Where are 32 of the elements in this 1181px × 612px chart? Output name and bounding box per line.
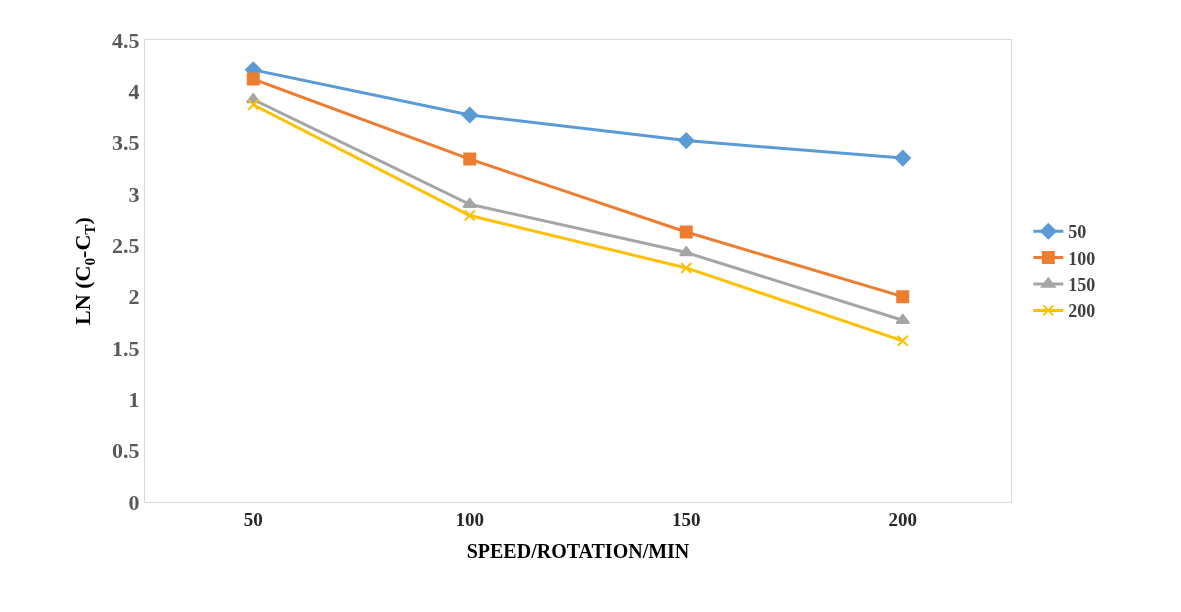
y-tick-label: 0 — [128, 489, 140, 515]
point — [680, 261, 693, 274]
x-axis-title: SPEED/ROTATION/MIN — [466, 540, 690, 563]
point — [247, 98, 260, 111]
y-tick-label: 4 — [128, 79, 140, 105]
legend-label: 100 — [1068, 248, 1096, 269]
y-tick-label: 1 — [128, 387, 140, 413]
point — [462, 197, 478, 209]
point — [678, 132, 695, 149]
y-tick-label: 3.5 — [112, 130, 140, 156]
point — [679, 225, 693, 239]
y-tick-label: 1.5 — [112, 335, 140, 361]
point — [896, 334, 909, 347]
y-tick-label: 2.5 — [112, 233, 140, 259]
x-tick-label: 150 — [672, 508, 701, 530]
legend-label: 50 — [1068, 222, 1087, 243]
y-tick-label: 4.5 — [112, 27, 140, 53]
legend-label: 150 — [1068, 275, 1096, 296]
point — [246, 72, 260, 86]
x-tick-label: 50 — [243, 508, 263, 530]
point — [461, 106, 478, 124]
point — [463, 209, 476, 222]
point — [463, 152, 477, 166]
y-tick-label: 3 — [128, 181, 140, 207]
y-tick-label: 2 — [128, 284, 140, 310]
point — [894, 149, 911, 167]
x-tick-label: 100 — [455, 508, 484, 530]
legend-label: 200 — [1068, 301, 1096, 322]
point — [896, 290, 910, 304]
point — [895, 313, 911, 325]
y-tick-label: 0.5 — [112, 438, 140, 464]
x-tick-label: 200 — [888, 508, 917, 530]
